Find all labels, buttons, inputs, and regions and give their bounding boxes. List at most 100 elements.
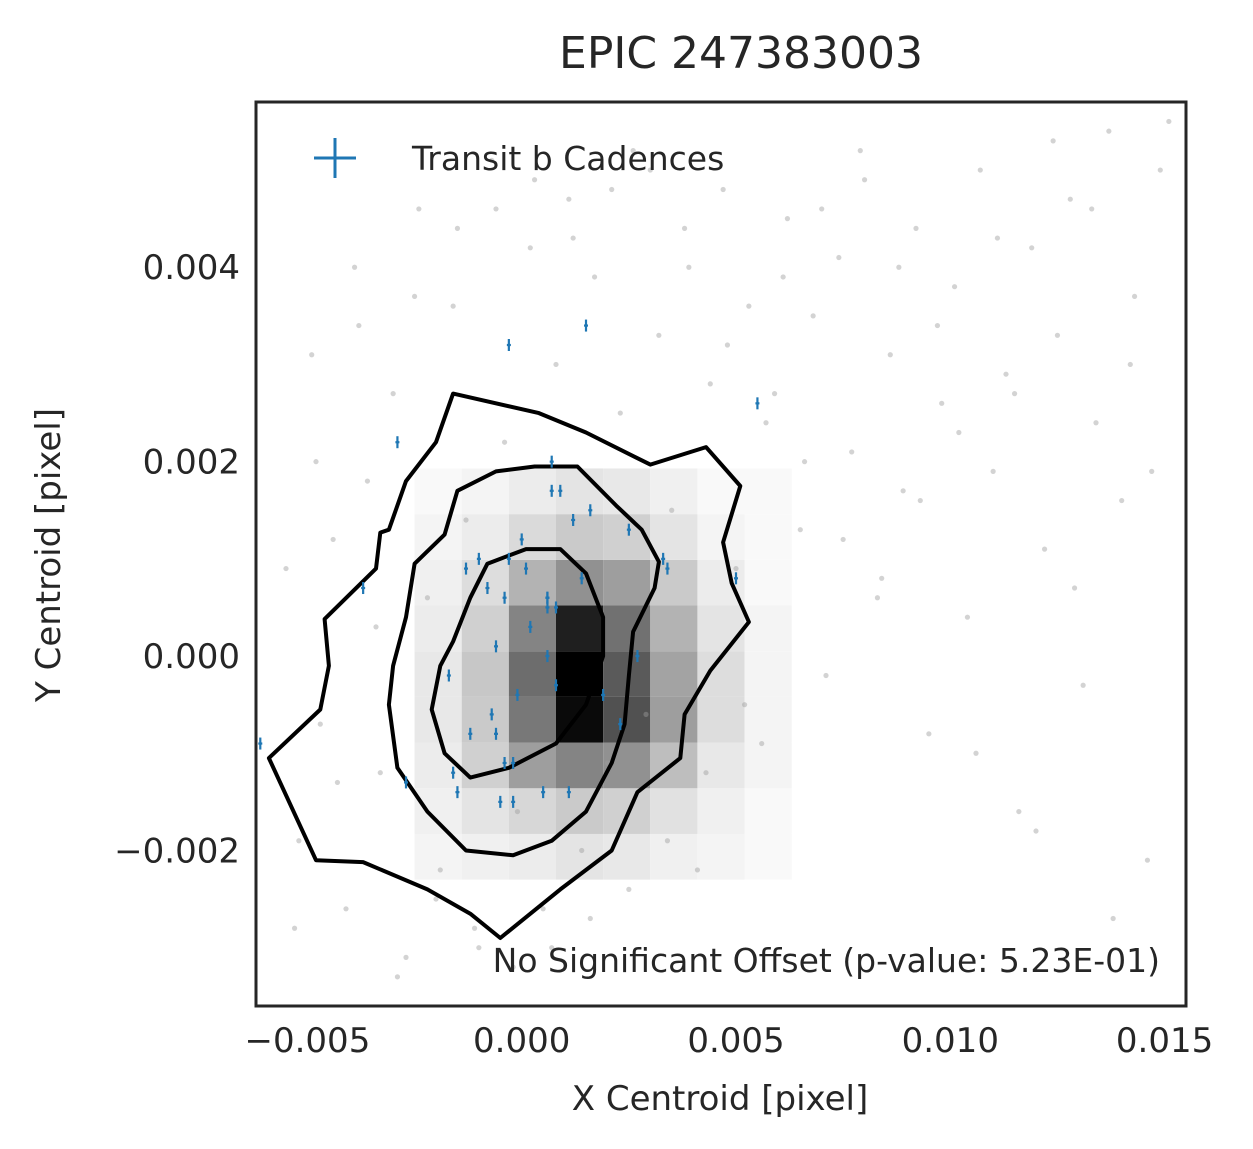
background-point xyxy=(351,264,358,270)
background-point xyxy=(317,721,323,727)
background-point xyxy=(609,186,615,193)
density-cell xyxy=(508,651,556,697)
background-point xyxy=(686,264,692,270)
background-cadences xyxy=(283,118,1172,980)
background-point xyxy=(1071,585,1078,591)
transit-point xyxy=(528,620,533,633)
background-point xyxy=(951,284,958,290)
background-point xyxy=(763,420,769,426)
background-point xyxy=(313,459,319,465)
background-point xyxy=(493,206,499,212)
density-cell xyxy=(508,468,556,515)
background-point xyxy=(819,206,825,212)
transit-point xyxy=(545,601,550,614)
background-point xyxy=(1149,468,1155,474)
density-cell xyxy=(650,514,698,560)
density-cell xyxy=(744,788,792,834)
background-point xyxy=(656,332,662,338)
background-point xyxy=(454,225,461,231)
transit-point xyxy=(476,552,481,565)
y-axis-ticks: 0.004 0.002 0.000 −0.002 xyxy=(114,248,240,871)
background-point xyxy=(364,478,371,484)
density-cell xyxy=(414,605,462,652)
density-cell xyxy=(650,605,698,652)
transit-point xyxy=(549,455,554,468)
background-point xyxy=(1067,196,1073,202)
background-point xyxy=(1119,497,1125,504)
transit-point xyxy=(506,339,511,352)
density-cell xyxy=(603,514,651,560)
density-cell xyxy=(697,788,745,834)
background-point xyxy=(1093,420,1099,426)
density-cell xyxy=(744,696,792,743)
background-point xyxy=(1127,361,1133,368)
contour-outer xyxy=(266,391,751,940)
background-point xyxy=(450,303,456,309)
density-cell xyxy=(697,514,745,560)
background-point xyxy=(707,381,713,387)
background-point xyxy=(356,322,362,329)
density-cell xyxy=(556,833,604,880)
transit-cadences xyxy=(258,319,760,808)
transit-point xyxy=(626,523,631,536)
background-point xyxy=(669,507,675,513)
transit-point xyxy=(579,572,584,585)
background-point xyxy=(643,711,649,717)
background-point xyxy=(797,527,803,533)
density-cell xyxy=(697,833,745,880)
density-cell xyxy=(461,514,509,560)
contour-middle xyxy=(386,464,661,858)
background-point xyxy=(849,449,855,455)
x-axis-ticks: −0.005 0.000 0.005 0.010 0.015 xyxy=(245,1021,1214,1061)
transit-point xyxy=(588,504,593,517)
background-point xyxy=(724,342,731,348)
density-cell xyxy=(461,651,509,697)
density-cell xyxy=(461,788,509,834)
background-point xyxy=(471,925,478,931)
background-point xyxy=(390,391,396,397)
background-point xyxy=(780,274,786,280)
transit-point xyxy=(635,650,640,663)
density-cell xyxy=(461,696,509,743)
density-cell xyxy=(508,605,556,652)
transit-point xyxy=(468,727,473,740)
density-cell xyxy=(461,605,509,652)
background-point xyxy=(296,838,302,844)
density-cell xyxy=(414,833,462,880)
background-point xyxy=(549,945,555,951)
background-point xyxy=(887,352,893,358)
background-point xyxy=(1041,546,1048,552)
plot-frame xyxy=(254,100,1188,1008)
density-cell xyxy=(461,833,509,880)
background-point xyxy=(424,595,431,601)
plot-area xyxy=(256,102,1186,1006)
contour-inner xyxy=(429,547,606,780)
background-point xyxy=(1080,682,1086,688)
background-point xyxy=(587,915,593,922)
density-cell xyxy=(650,651,698,697)
background-point xyxy=(647,167,653,173)
transit-point xyxy=(485,582,490,595)
background-point xyxy=(489,157,495,163)
background-point xyxy=(694,867,701,873)
x-tick-label: 0.015 xyxy=(1116,1021,1213,1061)
density-cell xyxy=(744,651,792,697)
background-point xyxy=(373,624,379,630)
transit-point xyxy=(361,582,366,595)
density-histogram xyxy=(414,468,792,880)
background-point xyxy=(990,468,996,474)
legend: Transit b Cadences xyxy=(314,138,724,178)
background-point xyxy=(784,216,791,222)
density-cell xyxy=(650,833,698,880)
transit-point xyxy=(734,572,738,585)
background-point xyxy=(501,439,508,445)
background-point xyxy=(591,274,598,280)
transit-point xyxy=(584,319,588,332)
background-point xyxy=(1016,808,1022,815)
density-cell xyxy=(414,742,462,789)
transit-point xyxy=(489,708,494,721)
transit-point xyxy=(566,786,571,799)
background-point xyxy=(570,235,576,241)
background-point xyxy=(394,974,401,980)
